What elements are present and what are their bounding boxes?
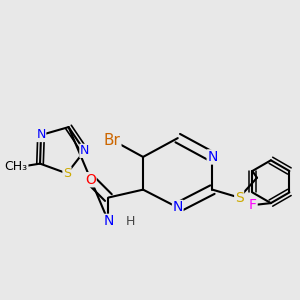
Text: Br: Br <box>104 133 121 148</box>
Text: H: H <box>125 215 135 228</box>
Text: N: N <box>36 128 46 142</box>
Text: S: S <box>63 167 71 180</box>
Text: F: F <box>249 198 257 212</box>
Text: N: N <box>103 214 114 228</box>
Text: S: S <box>235 190 244 205</box>
Text: N: N <box>207 150 218 164</box>
Text: CH₃: CH₃ <box>5 160 28 173</box>
Text: N: N <box>172 200 183 214</box>
Text: O: O <box>85 173 96 187</box>
Text: N: N <box>80 144 89 158</box>
